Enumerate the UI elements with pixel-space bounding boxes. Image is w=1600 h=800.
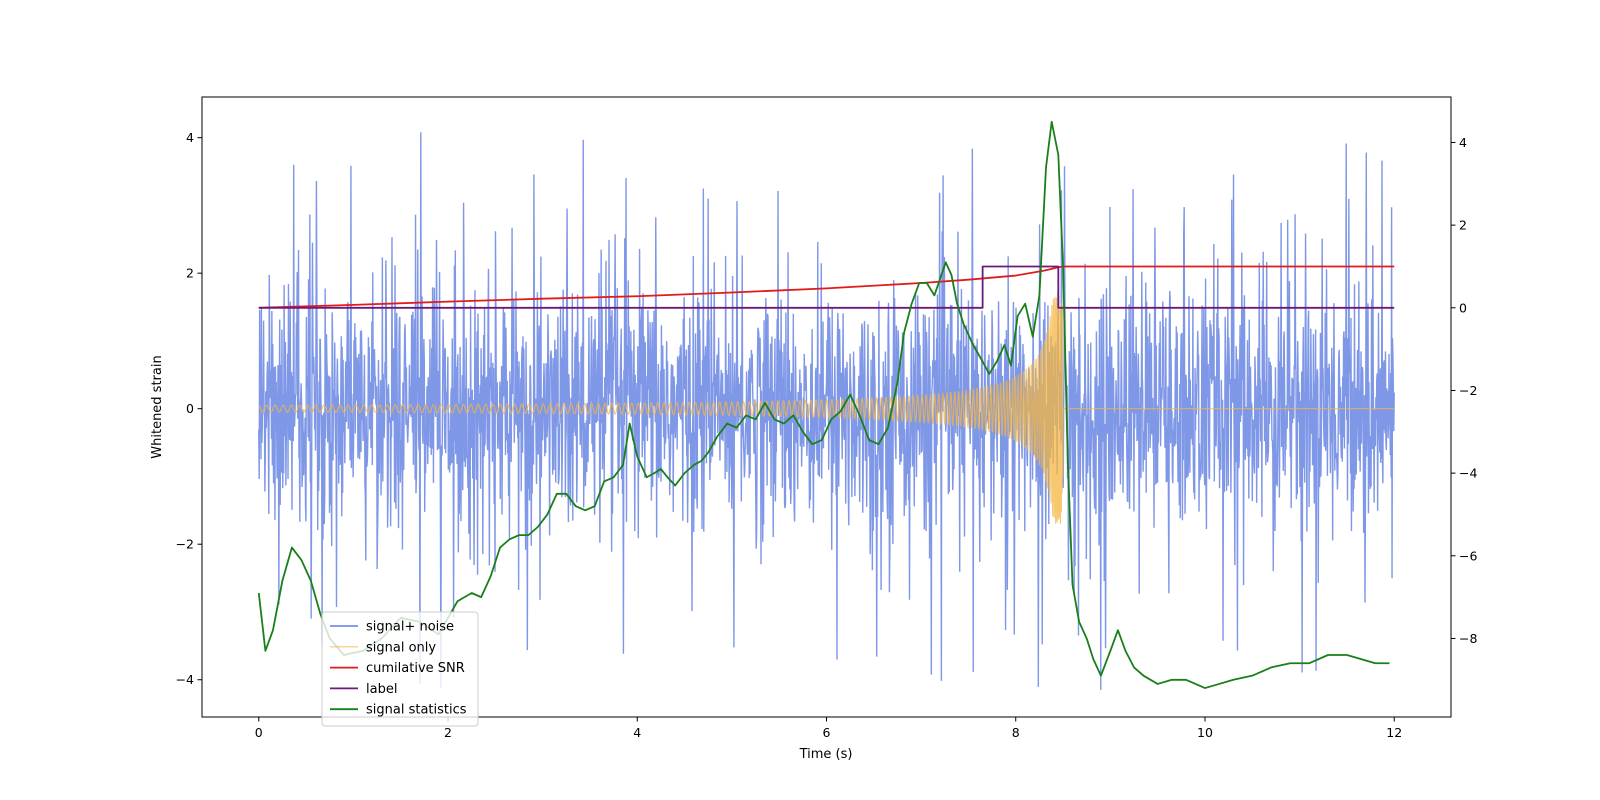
- series-signal-only: [258, 296, 1395, 524]
- series-signal-statistics: [257, 120, 1390, 689]
- y-right-tick-label: −4: [1459, 466, 1477, 481]
- y-right-tick-label: −6: [1459, 548, 1477, 563]
- x-tick-label: 6: [823, 725, 831, 740]
- y-left-tick-label: 0: [186, 401, 194, 416]
- series-signal-plus-noise: [258, 132, 1395, 690]
- y-left-tick-label: −4: [176, 672, 194, 687]
- legend: signal+ noise signal only cumilative SNR la…: [321, 611, 479, 727]
- legend-box: [321, 611, 479, 727]
- x-tick-label: 12: [1386, 725, 1402, 740]
- y-right-axis-ticks: −8 −6 −4 −2 0 2 4: [1451, 135, 1477, 646]
- x-tick-label: 0: [255, 725, 263, 740]
- y-right-tick-label: 4: [1459, 135, 1467, 150]
- x-axis-label: Time (s): [799, 747, 853, 762]
- x-tick-label: 10: [1197, 725, 1213, 740]
- x-tick-label: 2: [444, 725, 452, 740]
- series-cumulative-snr: [258, 265, 1395, 309]
- x-tick-label: 8: [1012, 725, 1020, 740]
- y-right-tick-label: −8: [1459, 631, 1477, 646]
- plot-area: [257, 120, 1395, 690]
- y-right-tick-label: 2: [1459, 218, 1467, 233]
- legend-label-label: label: [366, 682, 397, 697]
- y-left-tick-label: 2: [186, 266, 194, 281]
- y-axis-label: Whitened strain: [150, 355, 165, 458]
- y-left-tick-label: −2: [176, 537, 194, 552]
- y-left-tick-label: 4: [186, 130, 194, 145]
- x-tick-label: 4: [633, 725, 641, 740]
- y-left-axis-ticks: −4 −2 0 2 4: [176, 130, 202, 687]
- y-right-tick-label: −2: [1459, 383, 1477, 398]
- y-right-tick-label: 0: [1459, 300, 1467, 315]
- legend-label-cumilative-snr: cumilative SNR: [366, 661, 465, 676]
- legend-label-signal-statistics: signal statistics: [366, 703, 467, 718]
- legend-label-signal-noise: signal+ noise: [366, 620, 454, 635]
- series-label: [258, 265, 1395, 309]
- legend-label-signal-only: signal only: [366, 640, 436, 655]
